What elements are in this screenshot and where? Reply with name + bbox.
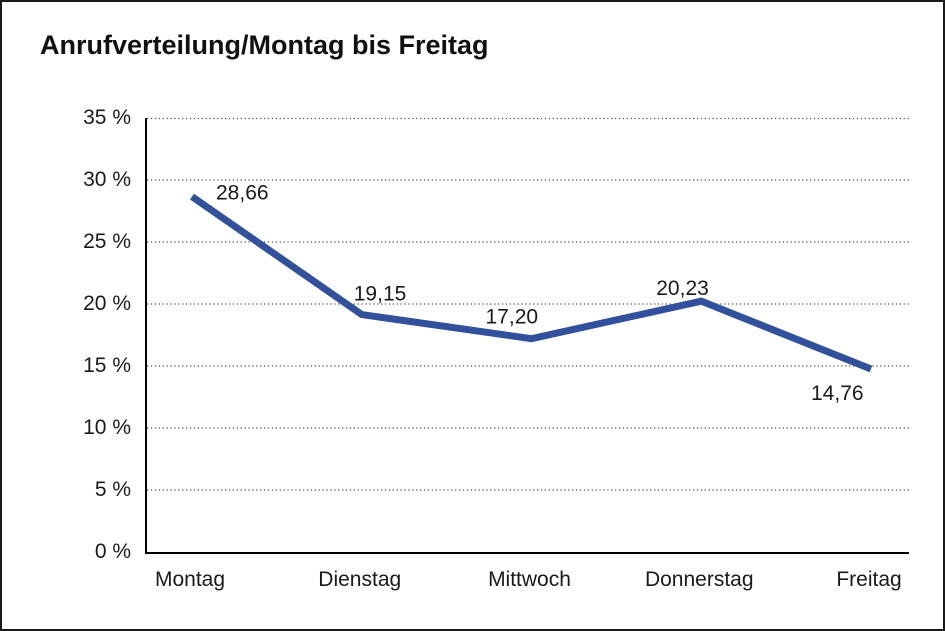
x-axis-label: Montag [154, 568, 226, 591]
y-tick-label: 30 % [83, 168, 131, 191]
series-line [190, 193, 873, 373]
x-axis-label: Freitag [836, 568, 902, 591]
x-axis-label: Dienstag [318, 568, 402, 591]
chart-title: Anrufverteilung/Montag bis Freitag [40, 30, 489, 60]
data-label: 14,76 [811, 382, 864, 405]
y-tick-label: 15 % [83, 354, 131, 377]
data-label: 19,15 [354, 283, 407, 306]
y-axis: 35 % 30 % 25 % 20 % 15 % 10 % 5 % 0 % [2, 106, 131, 563]
y-tick-label: 5 % [94, 478, 131, 501]
data-label: 28,66 [216, 182, 269, 205]
x-axis: Montag Dienstag Mittwoch Donnerstag Freitag [145, 566, 907, 596]
plot-area: 28,66 19,15 17,20 20,23 14,76 [145, 117, 909, 554]
y-tick-label: 20 % [83, 292, 131, 315]
x-axis-label: Donnerstag [644, 568, 754, 591]
y-tick-label: 25 % [83, 230, 131, 253]
x-axis-label: Mittwoch [488, 568, 571, 591]
data-label: 17,20 [486, 306, 539, 329]
line-chart: 28,66 19,15 17,20 20,23 14,76 [147, 117, 909, 491]
y-tick-label: 0 % [94, 540, 131, 563]
y-tick-label: 35 % [83, 106, 131, 129]
data-label: 20,23 [656, 277, 709, 300]
y-tick-label: 10 % [83, 416, 131, 439]
